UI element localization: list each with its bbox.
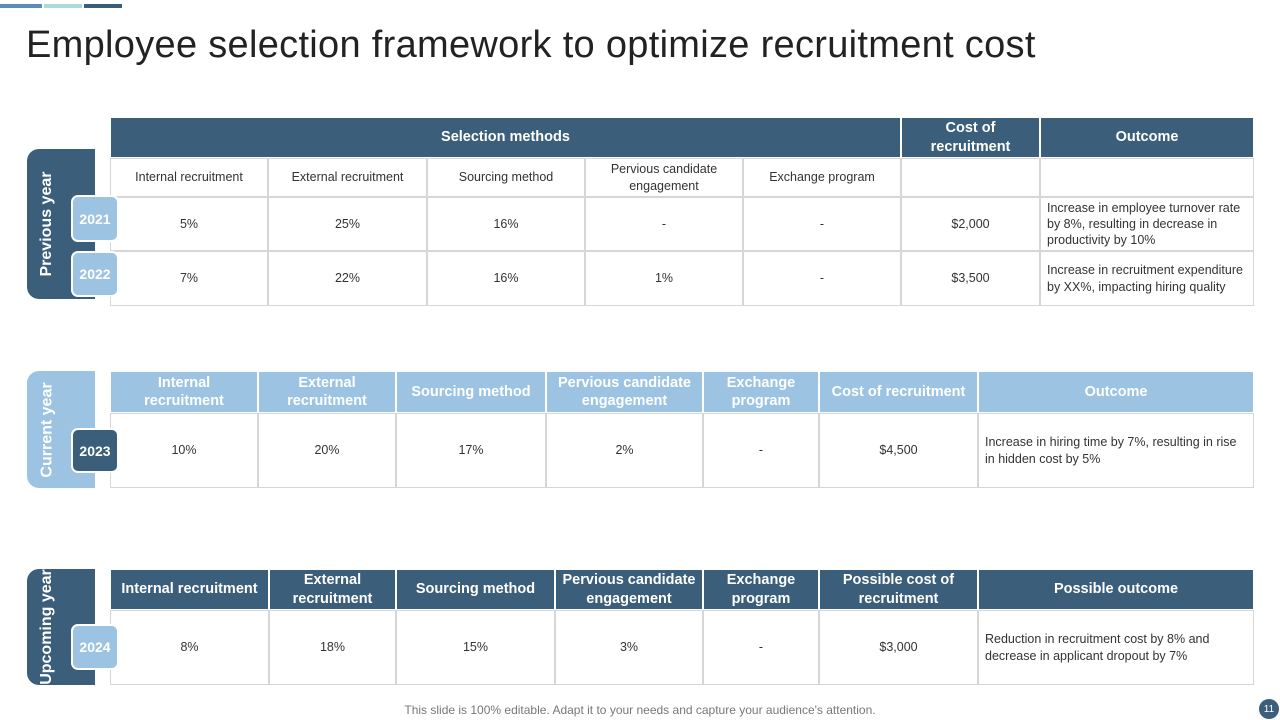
table-cell: 17% — [396, 413, 546, 488]
column-header: Possible outcome — [978, 569, 1254, 610]
table-cell: 16% — [427, 197, 585, 251]
side-label: Previous year — [38, 171, 56, 277]
table-cell: 15% — [396, 610, 555, 685]
table-cell: 16% — [427, 251, 585, 306]
column-header: Exchange program — [703, 371, 819, 413]
column-subheader: External recruitment — [268, 158, 427, 197]
table-cell: 25% — [268, 197, 427, 251]
table-cell: 2% — [546, 413, 703, 488]
column-header: Selection methods — [110, 117, 901, 158]
table-cell: $4,500 — [819, 413, 978, 488]
table-cell: - — [585, 197, 743, 251]
year-badge: 2022 — [71, 251, 119, 297]
table-cell: 10% — [110, 413, 258, 488]
table-cell: Reduction in recruitment cost by 8% and … — [978, 610, 1254, 685]
accent-bar — [0, 4, 42, 8]
year-badge: 2024 — [71, 624, 119, 670]
side-label: Current year — [38, 381, 56, 478]
column-subheader: Exchange program — [743, 158, 901, 197]
table-cell: 5% — [110, 197, 268, 251]
column-header: Internal recruitment — [110, 569, 269, 610]
empty-cell — [1040, 158, 1254, 197]
table-cell: $3,500 — [901, 251, 1040, 306]
empty-cell — [901, 158, 1040, 197]
title: Employee selection framework to optimize… — [26, 24, 1036, 66]
column-header: Sourcing method — [396, 569, 555, 610]
column-header: Cost of recruitment — [819, 371, 978, 413]
table-cell: - — [703, 610, 819, 685]
column-header: Outcome — [978, 371, 1254, 413]
accent-bar — [44, 4, 82, 8]
column-header: External recruitment — [258, 371, 396, 413]
table-cell: - — [743, 251, 901, 306]
column-header: Cost of recruitment — [901, 117, 1040, 158]
column-header: External recruitment — [269, 569, 396, 610]
table-cell: 8% — [110, 610, 269, 685]
column-header: Outcome — [1040, 117, 1254, 158]
column-header: Possible cost of recruitment — [819, 569, 978, 610]
year-badge: 2021 — [71, 195, 119, 242]
table-cell: 1% — [585, 251, 743, 306]
footer-note: This slide is 100% editable. Adapt it to… — [404, 703, 876, 717]
accent-bar — [84, 4, 122, 8]
table-cell: Increase in employee turnover rate by 8%… — [1040, 197, 1254, 251]
table-cell: 3% — [555, 610, 703, 685]
column-header: Internal recruitment — [110, 371, 258, 413]
column-header: Pervious candidate engagement — [555, 569, 703, 610]
table-cell: 18% — [269, 610, 396, 685]
column-subheader: Pervious candidate engagement — [585, 158, 743, 197]
table-cell: 20% — [258, 413, 396, 488]
table-cell: - — [743, 197, 901, 251]
year-badge: 2023 — [71, 428, 119, 473]
table-cell: 7% — [110, 251, 268, 306]
table-cell: 22% — [268, 251, 427, 306]
table-cell: $3,000 — [819, 610, 978, 685]
column-header: Exchange program — [703, 569, 819, 610]
table-cell: Increase in hiring time by 7%, resulting… — [978, 413, 1254, 488]
column-subheader: Sourcing method — [427, 158, 585, 197]
table-cell: $2,000 — [901, 197, 1040, 251]
side-label: Upcoming year — [38, 569, 56, 685]
column-header: Sourcing method — [396, 371, 546, 413]
table-cell: Increase in recruitment expenditure by X… — [1040, 251, 1254, 306]
page-number: 11 — [1259, 699, 1279, 719]
table-cell: - — [703, 413, 819, 488]
column-header: Pervious candidate engagement — [546, 371, 703, 413]
column-subheader: Internal recruitment — [110, 158, 268, 197]
